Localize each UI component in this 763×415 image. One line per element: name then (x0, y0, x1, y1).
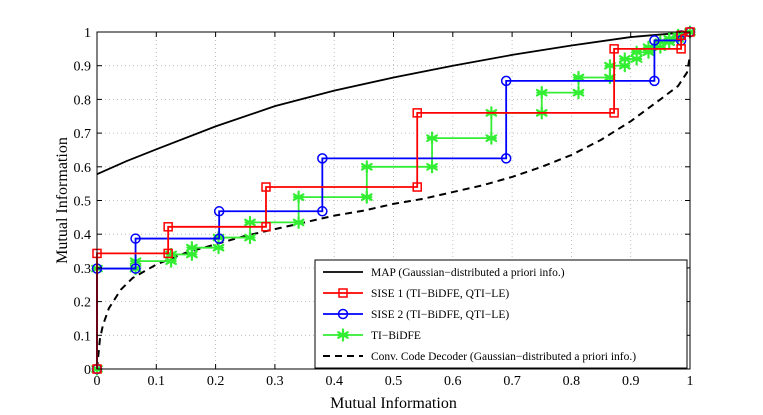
series-line (96, 55, 691, 370)
legend-box (314, 259, 688, 369)
series-line (96, 31, 691, 369)
x-tick-label: 0.8 (563, 374, 581, 389)
series-1 (92, 27, 695, 374)
x-tick-label: 0.5 (385, 374, 403, 389)
y-tick-label: 0.3 (74, 262, 92, 277)
circle-marker (213, 206, 225, 217)
circle-marker (649, 35, 660, 46)
asterisk-marker (535, 86, 548, 100)
asterisk-marker (618, 52, 631, 66)
asterisk-marker (292, 215, 305, 230)
y-tick-label: 0.8 (74, 93, 92, 108)
legend-entry: SISE 1 (TI−BiDFE, QTI−LE) (323, 288, 509, 300)
circle-marker (500, 75, 512, 87)
square-marker (412, 108, 422, 118)
x-axis-label: Mutual Information (330, 395, 457, 412)
circle-marker (649, 75, 660, 87)
asterisk-marker (337, 328, 349, 342)
square-marker (261, 182, 271, 192)
asterisk-marker (426, 160, 438, 174)
square-marker (338, 288, 348, 298)
square-marker (261, 222, 271, 232)
asterisk-marker (485, 131, 498, 145)
legend-label: MAP (Gaussian−distributed a priori info.… (371, 267, 565, 279)
asterisk-marker (292, 190, 305, 204)
square-marker (676, 44, 686, 54)
legend-entry: Conv. Code Decoder (Gaussian−distributed… (323, 351, 636, 363)
y-tick-label: 0.4 (74, 228, 92, 243)
asterisk-marker (360, 160, 373, 174)
asterisk-marker (604, 70, 616, 85)
series-layer (91, 25, 696, 376)
x-tick-label: 0 (94, 374, 101, 389)
asterisk-marker (244, 230, 256, 245)
legend-entry: MAP (Gaussian−distributed a priori info.… (323, 267, 565, 279)
square-marker (676, 30, 686, 41)
x-tick-label: 0.3 (266, 374, 284, 389)
y-tick-label: 0.6 (74, 161, 92, 176)
y-tick-label: 0.7 (74, 127, 92, 142)
square-marker (609, 44, 619, 54)
legend-label: Conv. Code Decoder (Gaussian−distributed… (371, 351, 636, 363)
x-tick-label: 0.6 (444, 374, 462, 389)
asterisk-marker (360, 190, 373, 204)
y-tick-label: 0.9 (74, 60, 92, 75)
legend: MAP (Gaussian−distributed a priori info.… (314, 259, 688, 369)
circle-marker (317, 206, 328, 217)
legend-entry: TI−BiDFE (323, 328, 421, 342)
legend-label: SISE 2 (TI−BiDFE, QTI−LE) (371, 309, 509, 321)
x-tick-label: 0.1 (148, 374, 166, 389)
legend-entry: SISE 2 (TI−BiDFE, QTI−LE) (323, 308, 509, 321)
x-tick-label: 0.2 (207, 374, 225, 389)
y-axis-label: Mutual Information (54, 137, 71, 264)
square-marker (609, 108, 619, 118)
legend-label: SISE 1 (TI−BiDFE, QTI−LE) (371, 288, 509, 300)
y-tick-label: 1 (84, 26, 91, 41)
x-tick-label: 0.7 (503, 374, 521, 389)
y-tick-label: 0.2 (74, 296, 92, 311)
circle-marker (130, 233, 141, 244)
asterisk-marker (426, 131, 438, 145)
series-line (96, 31, 691, 369)
asterisk-marker (572, 86, 585, 100)
series-2 (91, 26, 696, 375)
x-tick-label: 0.9 (622, 374, 640, 389)
square-marker (163, 222, 173, 232)
circle-marker (337, 308, 349, 320)
x-tick-label: 1 (687, 374, 694, 389)
asterisk-marker (604, 59, 616, 73)
square-marker (163, 248, 173, 259)
y-tick-label: 0.5 (74, 195, 92, 210)
circle-marker (500, 153, 512, 164)
x-tick-label: 0.4 (325, 374, 343, 389)
square-marker (412, 182, 422, 192)
circle-marker (213, 233, 225, 244)
asterisk-marker (186, 241, 198, 255)
series-0 (96, 31, 691, 176)
legend-label: TI−BiDFE (371, 330, 421, 342)
series-4 (96, 55, 691, 370)
circle-marker (130, 263, 141, 274)
series-line (96, 31, 691, 176)
y-tick-label: 0.1 (74, 329, 92, 344)
circle-marker (317, 153, 328, 164)
y-tick-label: 0 (84, 363, 91, 378)
